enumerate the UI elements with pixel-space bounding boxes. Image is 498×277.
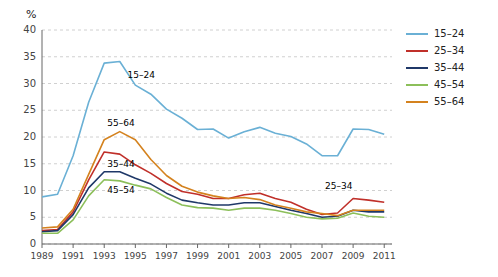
x-tick <box>166 244 167 248</box>
series-line <box>42 172 384 232</box>
x-tick-label: 2003 <box>248 251 271 261</box>
x-tick <box>322 244 323 248</box>
x-tick-label: 2007 <box>311 251 334 261</box>
y-tick-label: 30 <box>23 78 36 89</box>
legend-label: 35–44 <box>434 62 464 73</box>
y-tick-label: 5 <box>30 211 36 222</box>
x-tick-label: 1999 <box>186 251 209 261</box>
grid-line <box>42 163 392 164</box>
y-tick-label: 40 <box>23 24 36 35</box>
grid-line <box>42 244 392 245</box>
x-tick <box>259 244 260 248</box>
legend-label: 45–54 <box>434 79 464 90</box>
annotation: 25–34 <box>325 181 353 191</box>
x-tick-label: 1993 <box>93 251 116 261</box>
x-tick <box>42 244 43 248</box>
x-tick <box>384 244 385 248</box>
axes: 0 5 10 15 20 25 30 35 40 1989 1991 1993 1995 1997 1999… <box>23 24 395 261</box>
grid-line <box>42 137 392 138</box>
legend-swatch <box>406 101 428 103</box>
x-tick <box>228 244 229 248</box>
x-tick <box>135 244 136 248</box>
annotation: 55–64 <box>107 118 135 128</box>
x-tick-label: 1995 <box>124 251 147 261</box>
y-tick-label: 15 <box>23 158 36 169</box>
series-line <box>42 62 384 197</box>
series-line <box>42 132 384 228</box>
y-tick-label: 35 <box>23 51 36 62</box>
annotation: 15–24 <box>128 70 156 80</box>
x-tick-label: 2011 <box>373 251 396 261</box>
x-tick-label: 1997 <box>155 251 178 261</box>
y-tick-label: 20 <box>23 131 36 142</box>
y-axis-line <box>42 30 43 244</box>
x-tick <box>197 244 198 248</box>
x-tick <box>104 244 105 248</box>
annotations: 15–24 55–64 35–44 45–54 25–34 <box>107 70 352 195</box>
x-tick <box>290 244 291 248</box>
x-tick-label: 2009 <box>342 251 365 261</box>
annotation: 35–44 <box>107 159 135 169</box>
series-lines <box>42 62 384 234</box>
legend-label: 55–64 <box>434 96 464 107</box>
x-tick-label: 2001 <box>217 251 240 261</box>
legend-label: 15–24 <box>434 28 464 39</box>
y-tick-label: 10 <box>23 185 36 196</box>
x-tick-label: 2005 <box>279 251 302 261</box>
legend-swatch <box>406 67 428 69</box>
y-tick-label: 0 <box>30 238 36 249</box>
grid-line <box>42 56 392 57</box>
legend-label: 25–34 <box>434 45 464 56</box>
series-line <box>42 180 384 234</box>
x-tick-label: 1991 <box>62 251 85 261</box>
legend-swatch <box>406 33 428 35</box>
y-axis-label: % <box>26 8 36 21</box>
annotation: 45–54 <box>107 185 135 195</box>
grid-line <box>42 110 392 111</box>
grid-line <box>42 30 392 31</box>
grid-line <box>42 83 392 84</box>
legend-swatch <box>406 50 428 52</box>
chart: 0 5 10 15 20 25 30 35 40 1989 1991 1993 1995 1997 1999… <box>0 0 498 277</box>
x-tick-label: 1989 <box>31 251 54 261</box>
x-tick <box>353 244 354 248</box>
x-tick <box>73 244 74 248</box>
y-tick-label: 25 <box>23 104 36 115</box>
x-axis-line <box>42 244 392 245</box>
legend-swatch <box>406 84 428 86</box>
legend: 15–24 25–34 35–44 45–54 55–64 <box>406 28 464 107</box>
